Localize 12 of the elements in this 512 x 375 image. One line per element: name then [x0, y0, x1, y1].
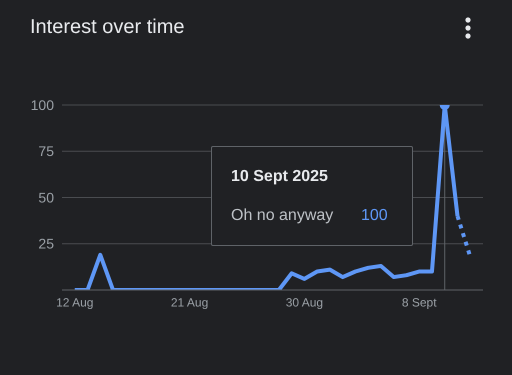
y-tick-label: 100: [30, 96, 54, 113]
annotation: Oh no anyway: [231, 207, 334, 225]
annotation: 10 Sept 2025: [231, 168, 328, 186]
x-tick-label: 8 Sept: [402, 296, 438, 310]
x-tick-label: 12 Aug: [56, 296, 94, 310]
y-tick-label: 50: [38, 189, 54, 206]
chart-title: Interest over time: [30, 16, 185, 39]
y-tick-label: 25: [38, 236, 54, 252]
y-tick-label: 75: [38, 143, 54, 160]
x-tick-label: 21 Aug: [170, 296, 208, 310]
annotation: 100: [361, 207, 388, 225]
x-tick-label: 30 Aug: [286, 296, 324, 310]
